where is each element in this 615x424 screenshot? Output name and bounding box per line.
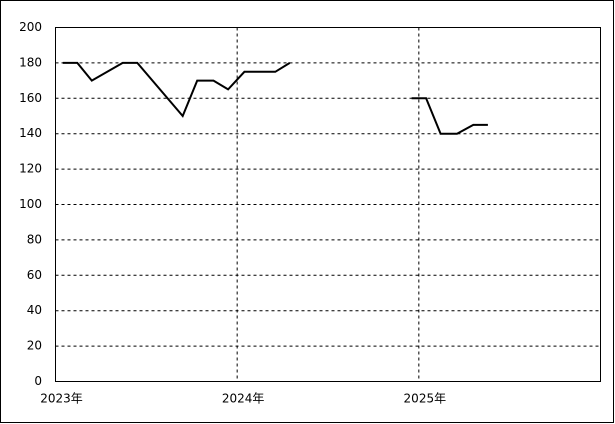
y-tick-label: 60: [27, 268, 42, 282]
y-tick-label: 140: [19, 126, 42, 140]
x-tick-label: 2025年: [404, 392, 447, 406]
y-tick-label: 100: [19, 197, 42, 211]
y-tick-label: 160: [19, 91, 42, 105]
y-tick-label: 180: [19, 55, 42, 69]
x-tick-label: 2023年: [40, 392, 83, 406]
y-tick-label: 80: [27, 232, 42, 246]
y-tick-label: 20: [27, 339, 42, 353]
x-tick-label: 2024年: [222, 392, 265, 406]
y-tick-label: 200: [19, 20, 42, 34]
y-tick-label: 40: [27, 303, 42, 317]
y-tick-label: 0: [34, 374, 42, 388]
y-tick-label: 120: [19, 162, 42, 176]
line-series: [62, 61, 488, 135]
